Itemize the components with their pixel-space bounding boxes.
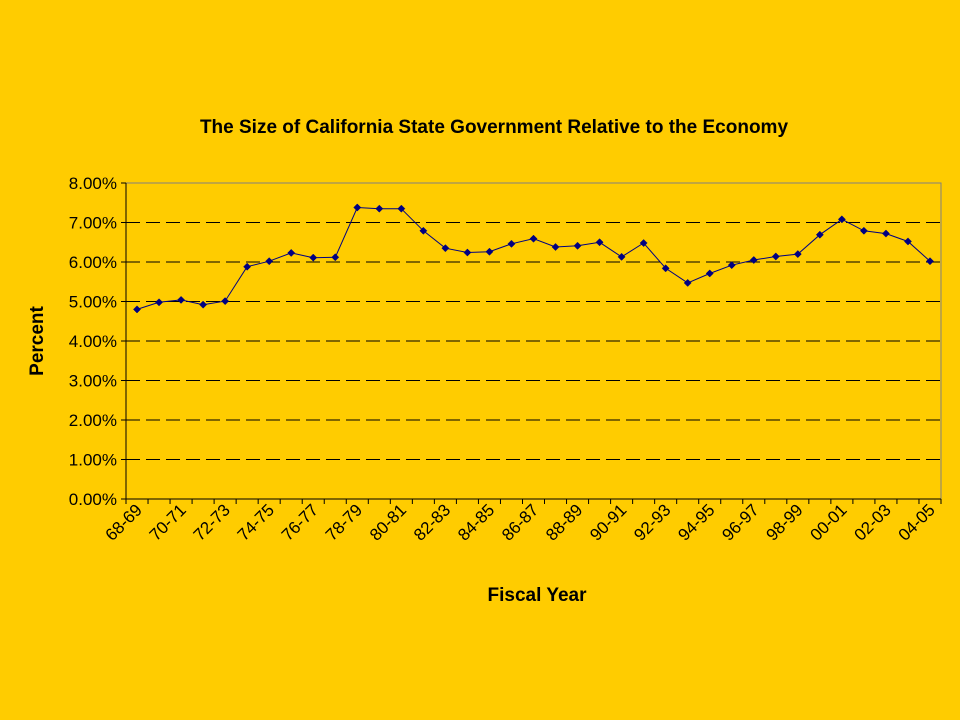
chart-title: The Size of California State Government … (200, 117, 788, 138)
data-point (287, 248, 296, 257)
data-point (243, 262, 252, 271)
x-axis-title: Fiscal Year (488, 585, 588, 606)
y-tick-label: 1.00% (69, 451, 117, 470)
x-axis: 68-69 70-71 72-73 74-75 76-77 78-79 80-81 82-83… (102, 498, 942, 545)
x-tick-label: 90-91 (586, 500, 630, 544)
data-point (309, 253, 318, 262)
data-point (199, 300, 208, 309)
data-point (265, 257, 274, 266)
x-tick-label: 76-77 (278, 500, 322, 544)
y-tick-label: 0.00% (69, 490, 117, 509)
data-point (705, 269, 714, 278)
y-axis: 0.00% 1.00% 2.00% 3.00% 4.00% 5.00% 6.00% 7.00%… (69, 174, 127, 509)
data-point (727, 261, 736, 270)
data-point (155, 298, 163, 307)
data-point (485, 247, 494, 256)
y-tick-label: 8.00% (69, 174, 117, 193)
data-point (881, 229, 890, 238)
data-point (221, 297, 230, 306)
y-tick-label: 3.00% (69, 372, 117, 391)
x-tick-label: 88-89 (542, 500, 586, 544)
x-tick-label: 98-99 (762, 500, 806, 544)
data-point (639, 239, 648, 247)
data-point (133, 305, 141, 314)
x-tick-label: 94-95 (674, 500, 718, 544)
series-percent (133, 203, 934, 314)
data-point (441, 244, 450, 253)
y-tick-label: 7.00% (69, 214, 117, 233)
data-point (177, 295, 186, 304)
y-axis-title: Percent (27, 305, 48, 375)
y-tick-label: 6.00% (69, 253, 117, 272)
data-point (595, 238, 604, 247)
data-point (837, 215, 846, 224)
data-point (793, 250, 802, 259)
data-point (331, 253, 340, 262)
data-point (353, 203, 362, 212)
x-tick-label: 78-79 (322, 500, 366, 544)
x-tick-label: 00-01 (807, 500, 851, 544)
x-tick-label: 74-75 (234, 500, 278, 544)
data-point (771, 252, 780, 261)
data-point (661, 264, 670, 273)
data-point (529, 234, 538, 243)
data-point (551, 243, 560, 251)
y-tick-label: 2.00% (69, 411, 117, 430)
y-tick-label: 4.00% (69, 332, 117, 351)
data-point (375, 204, 384, 213)
data-point (573, 241, 582, 250)
data-point (617, 252, 626, 261)
data-point (683, 278, 692, 287)
x-tick-label: 96-97 (718, 500, 762, 544)
x-tick-label: 92-93 (630, 500, 674, 544)
gridlines (126, 222, 941, 460)
data-point (463, 248, 472, 257)
x-tick-label: 70-71 (146, 500, 190, 544)
data-point (419, 226, 428, 235)
y-tick-label: 5.00% (69, 293, 117, 312)
data-point (815, 230, 824, 239)
x-tick-label: 72-73 (190, 500, 234, 544)
x-tick-label: 80-81 (366, 500, 410, 544)
data-point (859, 226, 868, 235)
x-tick-label: 04-05 (895, 500, 939, 544)
data-point (397, 204, 406, 213)
x-tick-label: 84-85 (454, 500, 498, 544)
x-tick-label: 02-03 (851, 500, 895, 544)
data-point (904, 237, 912, 246)
x-tick-label: 82-83 (410, 500, 454, 544)
data-point (926, 257, 934, 266)
data-point (749, 256, 758, 264)
data-point (507, 239, 516, 248)
x-tick-label: 86-87 (498, 500, 542, 544)
